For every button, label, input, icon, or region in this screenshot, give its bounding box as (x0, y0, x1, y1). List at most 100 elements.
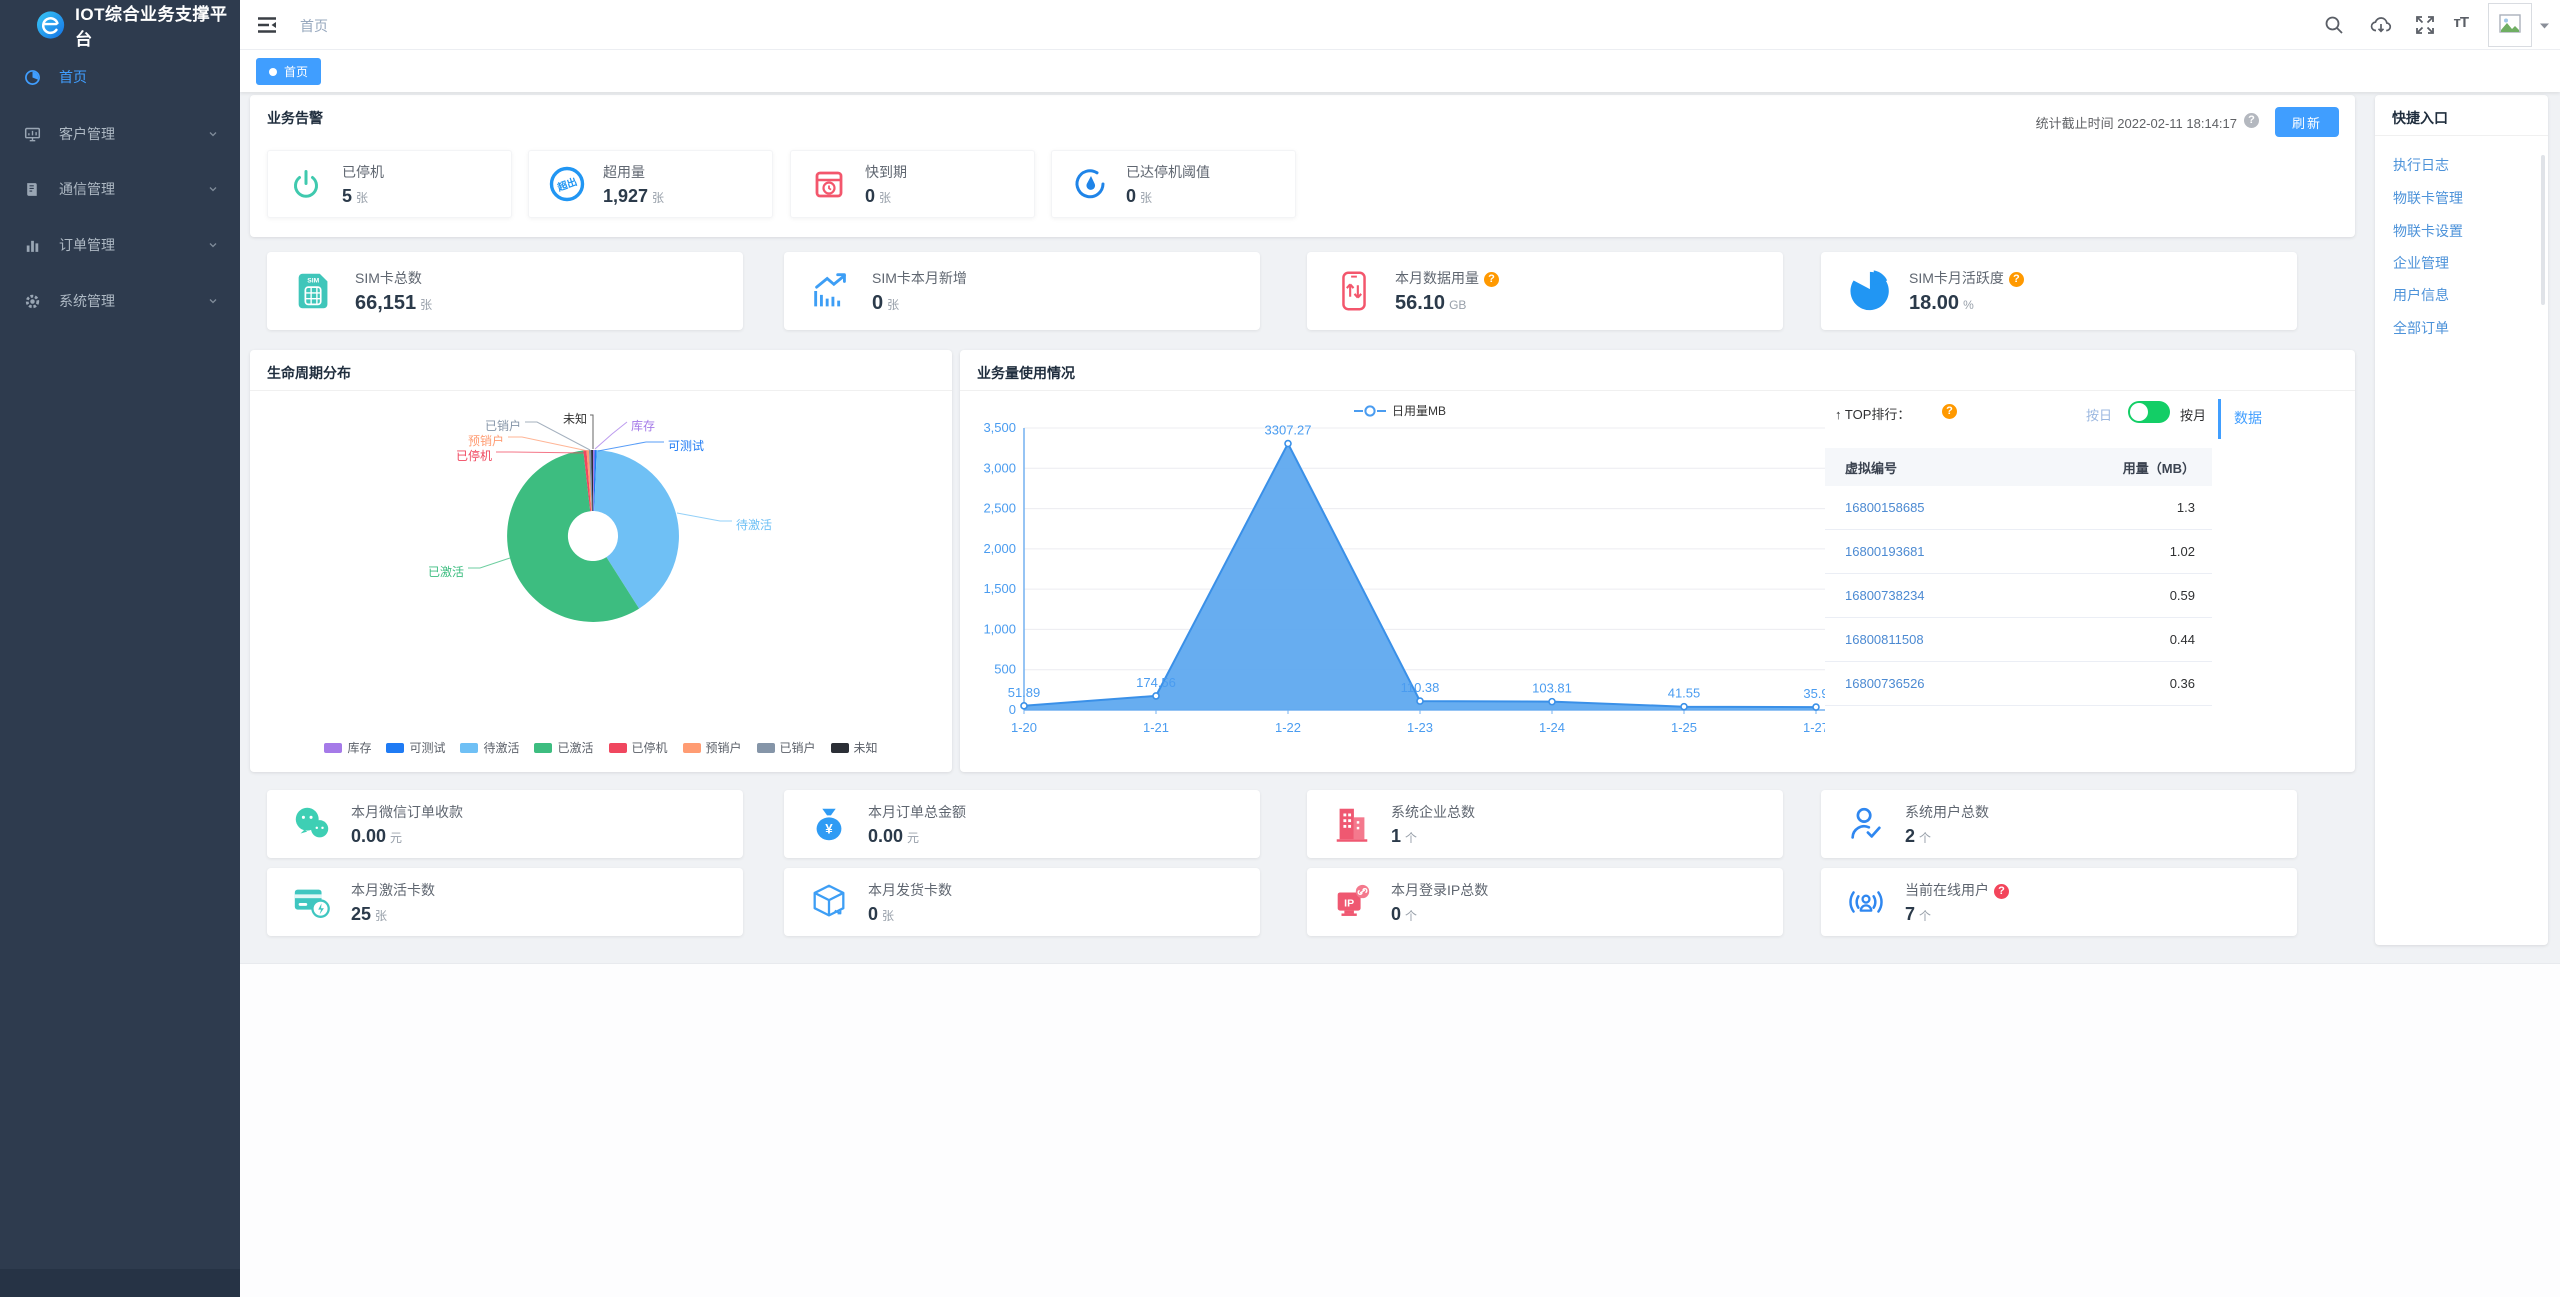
quick-link-card-config[interactable]: 物联卡设置 (2393, 223, 2463, 239)
refresh-button[interactable]: 刷新 (2275, 107, 2339, 137)
virtual-id-link[interactable]: 16800811508 (1845, 632, 1924, 647)
data-point[interactable] (1284, 439, 1292, 448)
table-row[interactable]: 16800811508 0.44 (1825, 618, 2212, 662)
pie-callout-label: 预销户 (468, 433, 504, 448)
quick-link-user-info[interactable]: 用户信息 (2393, 287, 2449, 303)
quick-link-all-orders[interactable]: 全部订单 (2393, 320, 2449, 336)
bar-chart-icon (24, 237, 41, 254)
avatar[interactable] (2488, 3, 2532, 47)
stat-time-label: 统计截止时间 (2035, 116, 2114, 131)
broken-image-icon (2499, 14, 2521, 33)
help-icon[interactable] (1484, 271, 1499, 287)
scrollbar-thumb[interactable] (2541, 155, 2545, 305)
help-icon[interactable] (2008, 271, 2024, 287)
virtual-id-link[interactable]: 16800736526 (1845, 676, 1925, 691)
data-point[interactable] (1548, 697, 1556, 706)
data-point[interactable] (1152, 692, 1160, 700)
pie-slice[interactable] (593, 449, 595, 511)
topbar: 首页 тT (240, 0, 2560, 50)
quick-entry-title: 快捷入口 (2392, 110, 2448, 126)
tab-home[interactable]: 首页 (256, 58, 322, 85)
svg-text:IP: IP (1344, 897, 1354, 909)
quick-link-enterprise[interactable]: 企业管理 (2393, 255, 2449, 271)
legend-chip (756, 742, 775, 753)
sidebar-collapse-strip[interactable] (0, 1269, 240, 1297)
sidebar-item-communication[interactable]: 通信管理 (0, 161, 240, 217)
font-size-icon[interactable]: тT (2453, 14, 2468, 31)
legend-item[interactable]: 库存 (324, 739, 371, 756)
ip-monitor-icon: IP (1331, 881, 1373, 923)
caret-down-icon[interactable] (2539, 22, 2550, 30)
legend-item[interactable]: 已销户 (756, 739, 816, 756)
sidebar-toggle-icon[interactable] (256, 14, 278, 36)
help-icon[interactable] (1942, 404, 1957, 419)
svg-text:超出: 超出 (555, 175, 579, 194)
table-row[interactable]: 16800738234 0.59 (1825, 574, 2212, 618)
pie-callout-line (508, 436, 589, 452)
pie-slice[interactable] (583, 450, 592, 512)
toggle-month-label[interactable]: 按月 (2180, 408, 2207, 423)
stat-label: SIM卡本月新增 (872, 269, 967, 286)
usage-value: 0.36 (2169, 676, 2195, 691)
y-tick-label: 1,500 (983, 581, 1016, 596)
cloud-download-icon[interactable] (2370, 14, 2392, 36)
quick-link-exec-log[interactable]: 执行日志 (2393, 157, 2449, 173)
quick-link-card-mgmt[interactable]: 物联卡管理 (2393, 190, 2463, 206)
data-point[interactable] (1416, 697, 1424, 705)
legend-item[interactable]: 已停机 (608, 739, 668, 756)
card-activate-icon (291, 881, 333, 923)
fullscreen-icon[interactable] (2414, 14, 2436, 36)
col-virtual-id: 虚拟编号 (1845, 460, 1898, 476)
virtual-id-link[interactable]: 16800158685 (1845, 500, 1925, 515)
data-point[interactable] (1680, 702, 1688, 711)
alert-card-title: 业务告警 (267, 110, 323, 126)
app-logo: IOT综合业务支撑平台 (0, 0, 240, 50)
day-month-toggle[interactable] (2128, 401, 2170, 423)
help-icon[interactable] (1994, 883, 2009, 899)
pie-slice[interactable] (586, 450, 592, 512)
virtual-id-link[interactable]: 16800193681 (1845, 544, 1925, 559)
data-point[interactable] (1020, 702, 1028, 710)
legend-item[interactable]: 可测试 (386, 739, 445, 756)
pie-slice[interactable] (591, 449, 593, 511)
stat-value: 1,927 (603, 185, 649, 206)
stat-value: 7 (1905, 903, 1916, 924)
sidebar-item-label: 首页 (59, 69, 87, 85)
sidebar-item-orders[interactable]: 订单管理 (0, 217, 240, 273)
data-point[interactable] (1812, 703, 1820, 711)
pie-slice[interactable] (594, 450, 679, 609)
pie-callout-line (525, 421, 591, 451)
pie-slice[interactable] (593, 450, 597, 511)
y-tick-label: 3,500 (983, 420, 1016, 435)
data-point-label: 103.81 (1532, 681, 1572, 696)
table-row[interactable]: 16800158685 1.3 (1825, 486, 2212, 530)
legend-item[interactable]: 预销户 (682, 739, 742, 756)
stat-unit: 张 (420, 297, 433, 312)
help-icon[interactable] (2244, 113, 2259, 128)
pie-slice[interactable] (588, 450, 593, 511)
pie-slice[interactable] (507, 450, 640, 622)
table-row[interactable]: 16800193681 1.02 (1825, 530, 2212, 574)
business-alert-card: 业务告警 统计截止时间 2022-02-11 18:14:17 刷新 已停机 5… (250, 95, 2355, 237)
pie-callout-label: 未知 (563, 412, 587, 426)
usage-legend[interactable]: 日用量MB (975, 402, 1825, 419)
legend-chip (608, 742, 627, 753)
sidebar-item-home[interactable]: 首页 (0, 49, 240, 105)
sidebar-item-system[interactable]: 系统管理 (0, 273, 240, 329)
stat-label: SIM卡月活跃度 (1909, 268, 2024, 288)
data-tab[interactable]: 数据 (2234, 410, 2262, 426)
legend-item[interactable]: 待激活 (460, 739, 519, 756)
legend-item[interactable]: 已激活 (534, 739, 594, 756)
order-amount-card: ¥ 本月订单总金额 0.00 元 (784, 790, 1260, 858)
stat-label: 超用量 (603, 163, 645, 180)
search-icon[interactable] (2323, 14, 2345, 36)
legend-item[interactable]: 未知 (830, 739, 878, 756)
sidebar-item-customers[interactable]: 客户管理 (0, 106, 240, 162)
virtual-id-link[interactable]: 16800738234 (1845, 588, 1925, 603)
gear-icon (24, 293, 41, 310)
phone-data-icon (1331, 268, 1377, 314)
table-row[interactable]: 16800736526 0.36 (1825, 662, 2212, 706)
toggle-day-label[interactable]: 按日 (2086, 408, 2113, 423)
